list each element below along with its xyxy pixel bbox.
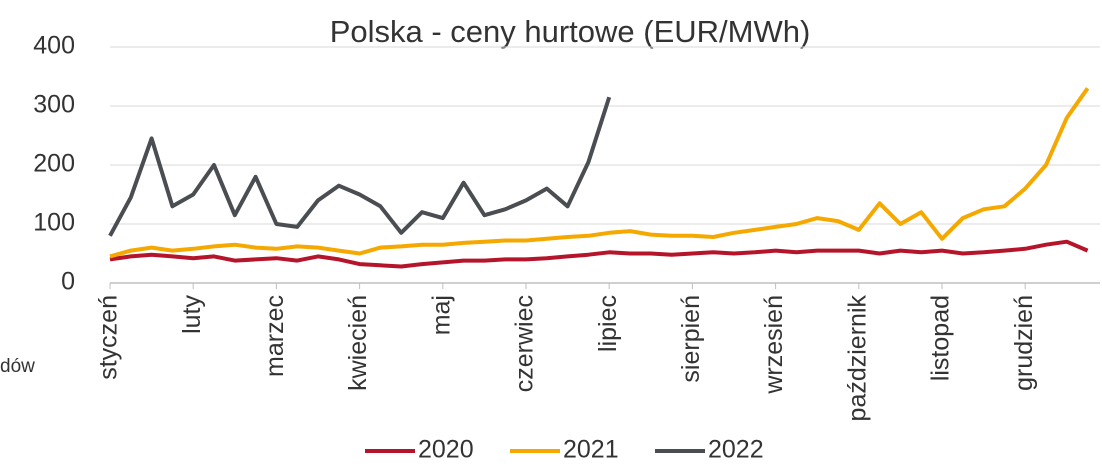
x-tick-label: styczeń [95, 295, 123, 380]
x-tick-label: październik [843, 295, 871, 422]
y-tick-label: 0 [61, 268, 75, 296]
legend-label: 2020 [418, 436, 474, 464]
x-tick-label: maj [427, 295, 455, 335]
y-tick-label: 200 [33, 150, 75, 178]
x-tick-label: luty [178, 295, 206, 334]
annotation: dów [0, 356, 35, 377]
x-tick-label: wrzesień [760, 295, 788, 395]
x-tick-label: sierpień [677, 295, 705, 383]
legend-label: 2021 [563, 436, 619, 464]
series-line [108, 96, 612, 237]
y-tick-label: 100 [33, 209, 75, 237]
x-tick-label: grudzień [1010, 295, 1038, 391]
series-line [109, 239, 1089, 269]
x-tick-label: kwiecień [344, 295, 372, 391]
chart-title: Polska - ceny hurtowe (EUR/MWh) [330, 14, 811, 49]
x-tick-label: czerwiec [511, 295, 539, 392]
y-tick-label: 400 [33, 32, 75, 60]
series-line [109, 87, 1090, 259]
x-tick-label: lipiec [594, 295, 622, 352]
legend-label: 2022 [708, 436, 764, 464]
y-tick-label: 300 [33, 91, 75, 119]
x-tick-label: marzec [261, 295, 289, 377]
x-tick-label: listopad [927, 295, 955, 381]
